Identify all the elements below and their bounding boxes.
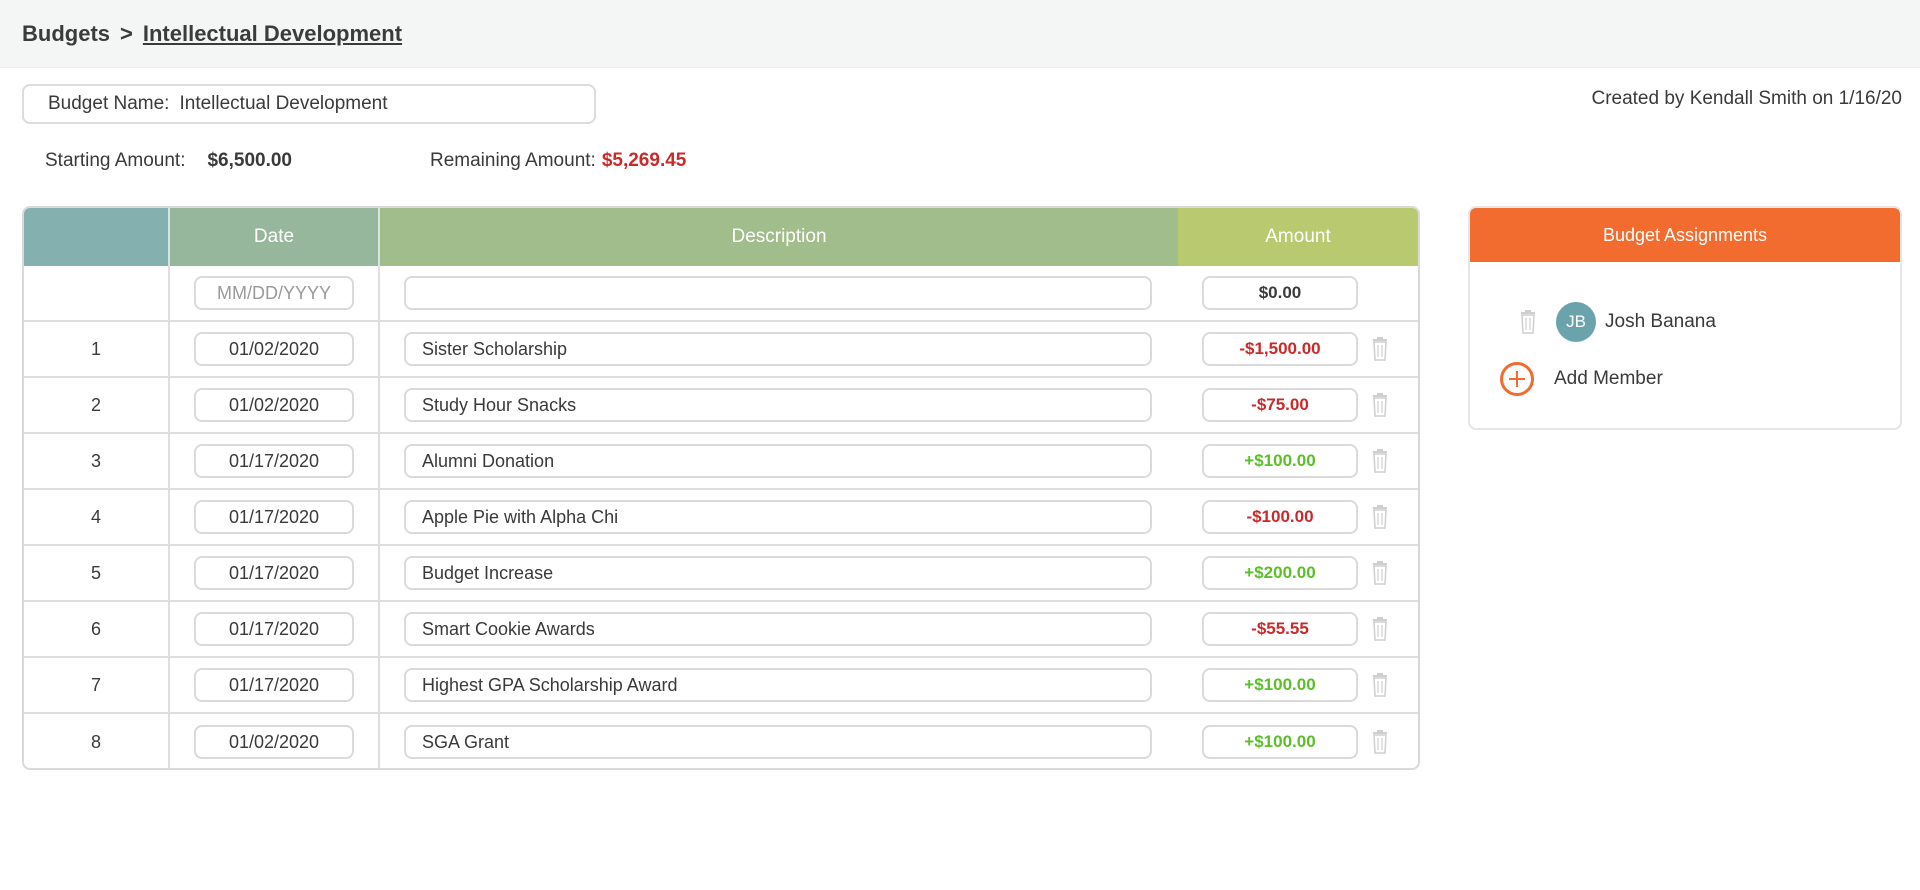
add-member-button[interactable]: Add Member <box>1500 362 1663 396</box>
new-entry-index <box>24 266 170 320</box>
amount-input[interactable]: -$100.00 <box>1202 500 1358 534</box>
member-name: Josh Banana <box>1605 311 1716 332</box>
budget-name-label: Budget Name: <box>48 93 170 114</box>
transactions-table: Date Description Amount MM/DD/YYYY $0.00… <box>22 206 1420 770</box>
row-index: 2 <box>90 394 101 415</box>
date-input[interactable]: 01/02/2020 <box>194 725 354 759</box>
amount-input[interactable]: +$100.00 <box>1202 668 1358 702</box>
amount-input[interactable]: +$100.00 <box>1202 444 1358 478</box>
table-row: 6 01/17/2020 Smart Cookie Awards -$55.55 <box>24 602 1418 658</box>
created-by-text: Created by Kendall Smith on 1/16/20 <box>1591 88 1902 109</box>
amount-column-header: Amount <box>1178 208 1418 266</box>
budget-assignments-title: Budget Assignments <box>1470 208 1900 262</box>
table-row: 4 01/17/2020 Apple Pie with Alpha Chi -$100… <box>24 490 1418 546</box>
row-index: 7 <box>90 674 101 695</box>
remaining-amount-value: $5,269.45 <box>601 150 687 171</box>
amount-input[interactable]: -$55.55 <box>1202 612 1358 646</box>
description-input[interactable]: Budget Increase <box>404 556 1152 590</box>
description-input[interactable]: Alumni Donation <box>404 444 1152 478</box>
table-row: 3 01/17/2020 Alumni Donation +$100.00 <box>24 434 1418 490</box>
amount-summary: Starting Amount: $6,500.00 Remaining Amo… <box>45 150 686 172</box>
trash-icon[interactable] <box>1370 393 1390 417</box>
row-index: 4 <box>90 506 101 527</box>
remaining-amount-label: Remaining Amount: <box>430 150 596 171</box>
date-column-header: Date <box>170 208 380 266</box>
date-input[interactable]: 01/17/2020 <box>194 500 354 534</box>
description-column-header: Description <box>380 208 1178 266</box>
description-input[interactable]: Sister Scholarship <box>404 332 1152 366</box>
trash-icon[interactable] <box>1370 449 1390 473</box>
plus-circle-icon[interactable] <box>1500 362 1534 396</box>
trash-icon[interactable] <box>1518 310 1538 334</box>
description-input[interactable]: Smart Cookie Awards <box>404 612 1152 646</box>
budget-assignments-panel: Budget Assignments JB Josh Banana Add Me… <box>1468 206 1902 430</box>
new-entry-row: MM/DD/YYYY $0.00 <box>24 266 1418 322</box>
date-input[interactable]: 01/02/2020 <box>194 388 354 422</box>
date-input[interactable]: 01/02/2020 <box>194 332 354 366</box>
description-input[interactable]: Highest GPA Scholarship Award <box>404 668 1152 702</box>
table-row: 5 01/17/2020 Budget Increase +$200.00 <box>24 546 1418 602</box>
trash-icon[interactable] <box>1370 673 1390 697</box>
date-input[interactable]: 01/17/2020 <box>194 668 354 702</box>
date-input[interactable]: 01/17/2020 <box>194 612 354 646</box>
breadcrumb-current[interactable]: Intellectual Development <box>142 20 403 46</box>
table-row: 7 01/17/2020 Highest GPA Scholarship Award… <box>24 658 1418 714</box>
amount-input[interactable]: -$1,500.00 <box>1202 332 1358 366</box>
description-input[interactable]: SGA Grant <box>404 725 1152 759</box>
trash-icon[interactable] <box>1370 561 1390 585</box>
starting-amount-label: Starting Amount: <box>45 150 186 171</box>
table-row: 8 01/02/2020 SGA Grant +$100.00 <box>24 714 1418 768</box>
row-index: 3 <box>90 450 101 471</box>
new-date-input[interactable]: MM/DD/YYYY <box>194 276 354 310</box>
trash-icon[interactable] <box>1370 337 1390 361</box>
row-index: 1 <box>90 338 101 359</box>
date-input[interactable]: 01/17/2020 <box>194 556 354 590</box>
avatar: JB <box>1556 302 1596 342</box>
trash-icon[interactable] <box>1370 505 1390 529</box>
row-index: 6 <box>90 618 101 639</box>
description-input[interactable]: Study Hour Snacks <box>404 388 1152 422</box>
index-column-header <box>24 208 170 266</box>
new-description-input[interactable] <box>404 276 1152 310</box>
budget-name-value[interactable]: Intellectual Development <box>179 93 388 114</box>
table-row: 2 01/02/2020 Study Hour Snacks -$75.00 <box>24 378 1418 434</box>
top-bar: Budgets > Intellectual Development <box>0 0 1920 68</box>
row-index: 8 <box>90 731 101 752</box>
breadcrumb-budgets-link[interactable]: Budgets <box>22 20 110 46</box>
member-item: JB Josh Banana <box>1506 302 1716 342</box>
table-header: Date Description Amount <box>24 208 1418 266</box>
description-input[interactable]: Apple Pie with Alpha Chi <box>404 500 1152 534</box>
trash-icon[interactable] <box>1370 730 1390 754</box>
budget-name-field[interactable]: Budget Name: Intellectual Development <box>22 84 596 124</box>
amount-input[interactable]: -$75.00 <box>1202 388 1358 422</box>
amount-input[interactable]: +$100.00 <box>1202 725 1358 759</box>
date-input[interactable]: 01/17/2020 <box>194 444 354 478</box>
row-index: 5 <box>90 562 101 583</box>
add-member-label[interactable]: Add Member <box>1554 368 1663 389</box>
table-row: 1 01/02/2020 Sister Scholarship -$1,500.00 <box>24 322 1418 378</box>
chevron-right-icon: > <box>120 20 133 46</box>
trash-icon[interactable] <box>1370 617 1390 641</box>
amount-input[interactable]: +$200.00 <box>1202 556 1358 590</box>
starting-amount-value: $6,500.00 <box>207 150 292 171</box>
new-amount-input[interactable]: $0.00 <box>1202 276 1358 310</box>
